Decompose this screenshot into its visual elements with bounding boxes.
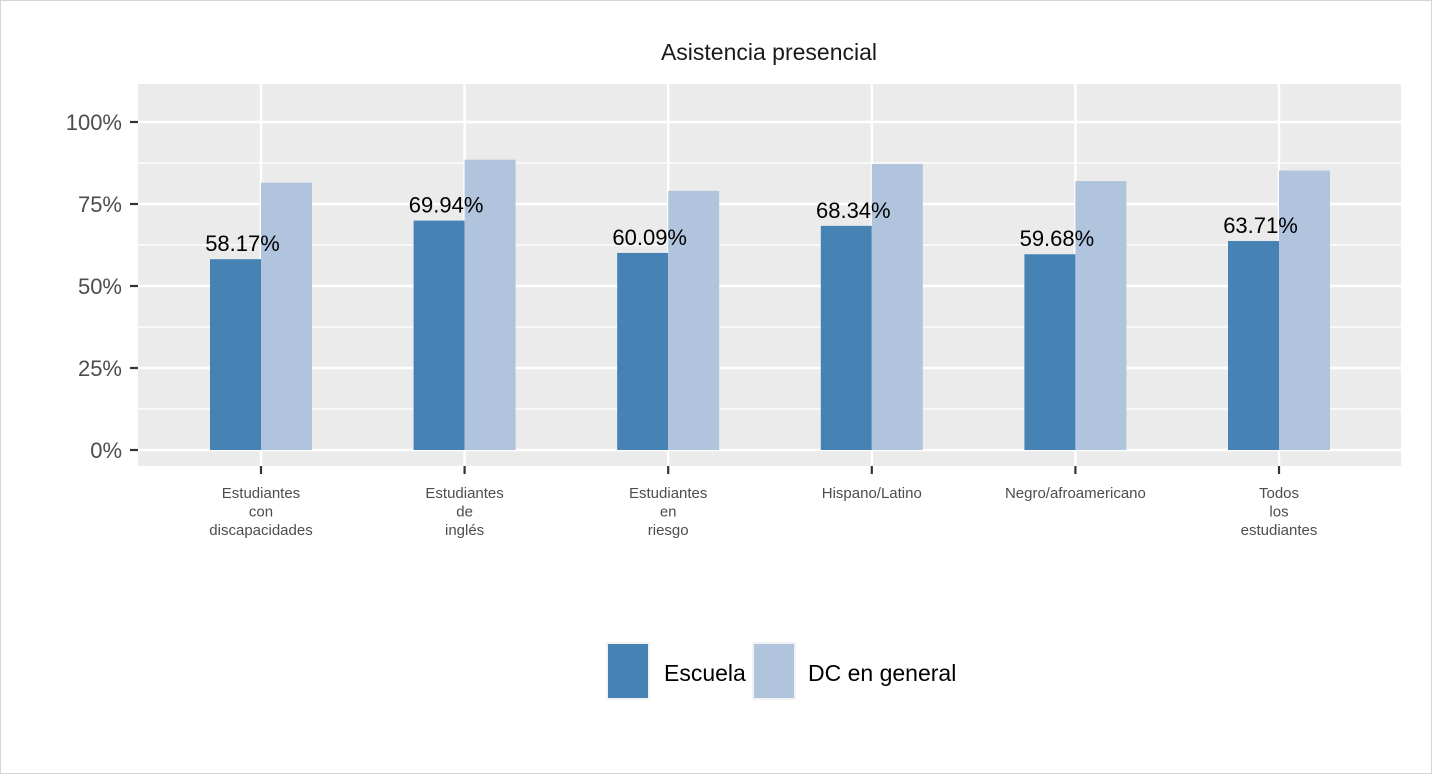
x-tick-label-line: en (660, 504, 677, 521)
x-tick-label: Negro/afroamericano (1005, 485, 1146, 502)
legend: Escuela DC en general (606, 642, 956, 700)
x-tick-label-line: riesgo (648, 522, 689, 539)
x-tick-label-line: Hispano/Latino (822, 485, 922, 502)
legend-swatch (608, 644, 648, 698)
data-label: 68.34% (816, 198, 891, 223)
bar-escuela (413, 220, 465, 450)
x-tick-label-line: los (1269, 504, 1288, 521)
x-tick-label-line: estudiantes (1241, 522, 1318, 539)
data-label: 60.09% (612, 225, 687, 250)
legend-label: DC en general (808, 660, 956, 686)
x-tick-label-line: inglés (445, 522, 484, 539)
y-tick-label: 100% (66, 110, 122, 135)
data-label: 59.68% (1020, 226, 1095, 251)
x-tick-label: Estudiantes de inglés (425, 485, 503, 539)
x-tick-label: Todos los estudiantes (1241, 485, 1318, 539)
x-tick-label-line: con (249, 504, 273, 521)
legend-swatch (754, 644, 794, 698)
chart-title: Asistencia presencial (661, 39, 877, 65)
bar-dc-general (261, 182, 312, 450)
bar-dc-general (871, 163, 923, 450)
bars (210, 159, 1330, 451)
y-axis: 0% 25% 50% 75% 100% (66, 110, 138, 463)
x-tick-label-line: de (456, 504, 473, 521)
data-label: 63.71% (1223, 213, 1298, 238)
bar-escuela (617, 252, 669, 450)
bar-dc-general (668, 190, 720, 450)
bar-escuela (820, 225, 872, 450)
x-tick-label: Estudiantes con discapacidades (209, 485, 312, 539)
x-tick-label-line: Todos (1259, 485, 1299, 502)
bar-escuela (1024, 254, 1076, 450)
x-tick-label-line: discapacidades (209, 522, 312, 539)
bar-dc-general (1279, 170, 1330, 450)
y-tick-label: 50% (78, 274, 122, 299)
x-tick-label: Estudiantes en riesgo (629, 485, 707, 539)
y-tick-label: 75% (78, 192, 122, 217)
bar-labels: 58.17% 69.94% 60.09% 68.34% 59.68% 63.71% (205, 193, 1298, 257)
x-tick-label: Hispano/Latino (822, 485, 922, 502)
bar-dc-general (464, 159, 516, 450)
y-tick-label: 0% (90, 438, 122, 463)
bar-escuela (1228, 241, 1279, 450)
y-tick-label: 25% (78, 356, 122, 381)
x-tick-label-line: Estudiantes (222, 485, 300, 502)
data-label: 58.17% (205, 231, 280, 256)
bar-escuela (210, 259, 261, 450)
bar-dc-general (1075, 181, 1127, 451)
x-tick-label-line: Estudiantes (629, 485, 707, 502)
data-label: 69.94% (409, 193, 484, 218)
x-tick-label-line: Estudiantes (425, 485, 503, 502)
x-tick-label-line: Negro/afroamericano (1005, 485, 1146, 502)
plot-panel (138, 84, 1401, 466)
x-axis: Estudiantes con discapacidades Estudiantes d… (209, 466, 1317, 539)
legend-label: Escuela (664, 660, 746, 686)
